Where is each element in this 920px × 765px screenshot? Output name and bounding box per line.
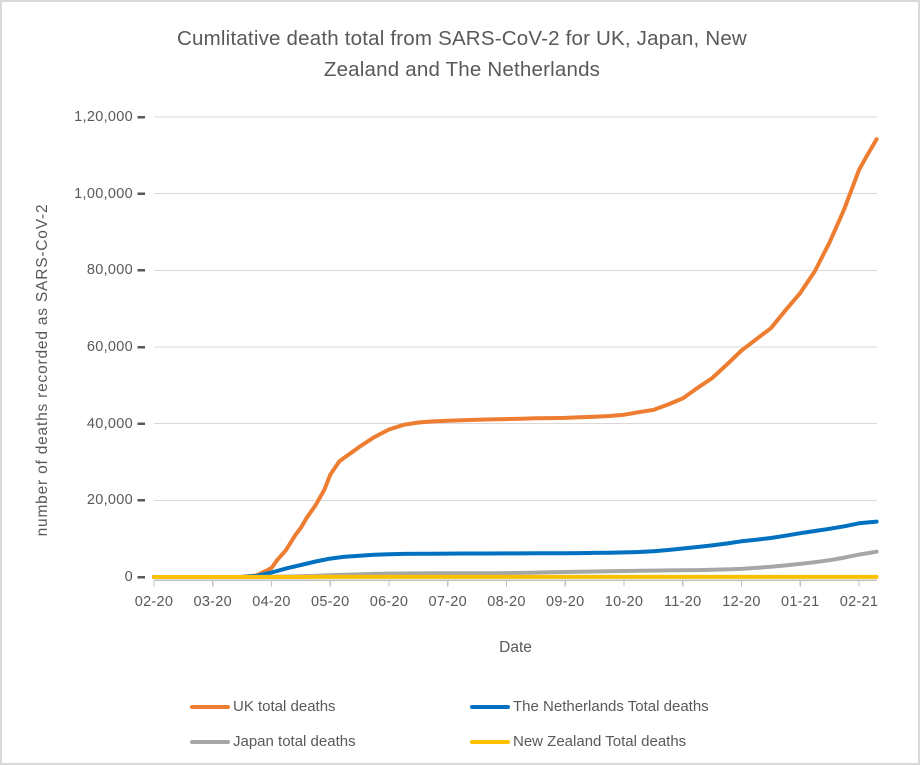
legend-label-netherlands: The Netherlands Total deaths: [513, 698, 709, 715]
y-tick-label: 60,000: [86, 339, 133, 355]
y-tick-label: 0: [124, 569, 133, 585]
x-tick-label: 02-21: [839, 594, 879, 610]
japan-line-swatch: [190, 739, 230, 744]
y-tick-label: 40,000: [86, 415, 133, 432]
series-line-0: [152, 137, 879, 579]
legend-label-new-zealand: New Zealand Total deaths: [513, 733, 687, 750]
x-tick-label: 11-20: [663, 594, 702, 610]
x-tick-label: 02-20: [134, 594, 174, 610]
x-tick-label: 12-20: [722, 594, 761, 610]
y-tick-label: 1,00,000: [74, 185, 133, 202]
y-tick-label: 1,20,000: [74, 109, 133, 125]
chart-title: Cumlitative death total from SARS-CoV-2 …: [62, 23, 862, 85]
x-tick-label: 08-20: [487, 594, 526, 610]
series-line-1: [152, 519, 879, 579]
x-tick-label: 07-20: [428, 594, 468, 610]
legend-label-uk: UK total deaths: [233, 698, 336, 715]
legend-item-new-zealand: New Zealand Total deaths: [470, 733, 686, 750]
legend-item-japan: Japan total deaths: [190, 733, 356, 750]
x-tick-label: 01-21: [780, 594, 820, 610]
legend-item-netherlands: The Netherlands Total deaths: [470, 698, 709, 715]
x-axis-title: Date: [499, 639, 532, 656]
legend-label-japan: Japan total deaths: [233, 733, 356, 750]
x-tick-label: 10-20: [604, 594, 644, 610]
legend-item-uk: UK total deaths: [190, 698, 336, 715]
x-tick-label: 09-20: [545, 594, 585, 610]
x-tick-label: 04-20: [252, 594, 291, 610]
x-tick-label: 06-20: [369, 594, 409, 610]
x-tick-label: 05-20: [310, 594, 350, 610]
y-tick-label: 20,000: [86, 492, 133, 509]
netherlands-line-swatch: [470, 704, 510, 709]
chart-title-line-1: Cumlitative death total from SARS-CoV-2 …: [177, 27, 747, 50]
x-tick-label: 03-20: [193, 594, 233, 610]
chart-title-line-2: Zealand and The Netherlands: [323, 58, 601, 81]
uk-line-swatch: [190, 704, 230, 709]
y-tick-label: 80,000: [86, 262, 133, 279]
new-zealand-line-swatch: [470, 739, 510, 744]
